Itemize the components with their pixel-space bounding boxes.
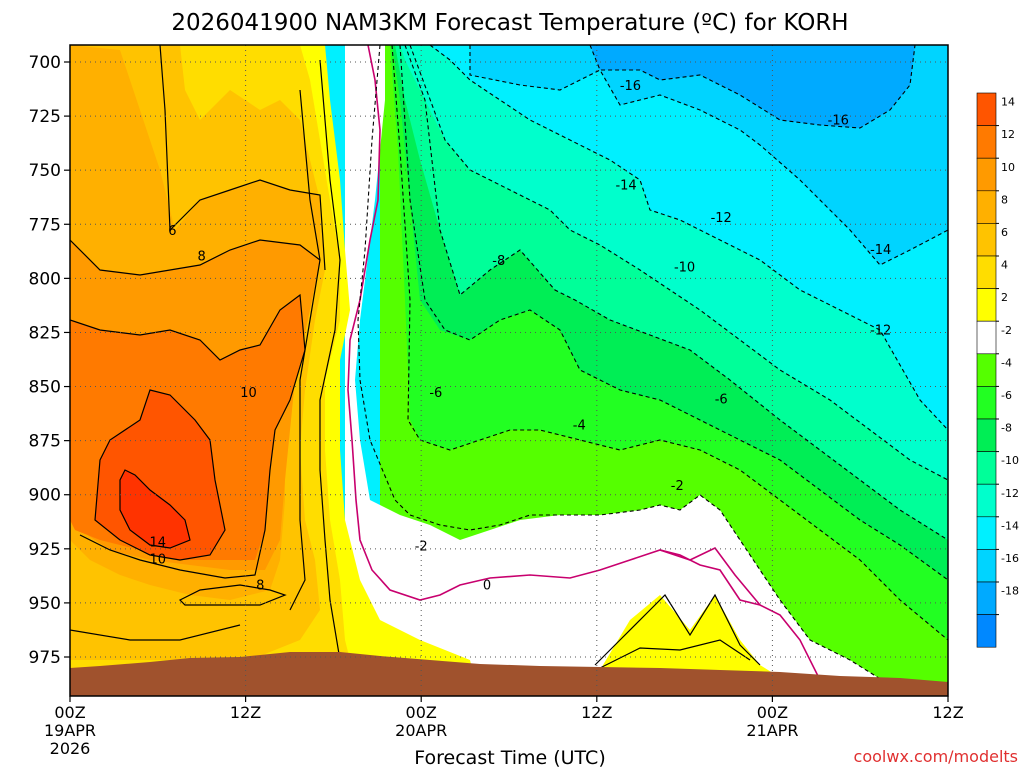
contour-label: -12 (711, 211, 732, 226)
contour-label: -4 (573, 418, 586, 433)
x-tick-label: 12Z (932, 703, 963, 722)
contour-labels: 6 8 10 14 10 8 -16 -16 -14 -12 -14 -8 -10 -12 -6 -6 -4 -2… (150, 79, 892, 687)
colorbar-swatch (976, 451, 997, 485)
colorbar-label: -2 (1001, 324, 1012, 337)
colorbar-label: 2 (1001, 291, 1008, 304)
colorbar-label: 4 (1001, 259, 1008, 272)
y-tick-label: 925 (29, 540, 61, 560)
colorbar-swatch (976, 614, 997, 648)
contour-label: 10 (240, 386, 257, 401)
contour-label: -10 (674, 261, 695, 276)
gridlines (70, 45, 948, 696)
y-tick-label: 800 (29, 269, 61, 289)
x-axis-label: Forecast Time (UTC) (414, 747, 605, 768)
x-tick-label: 12Z (230, 703, 261, 722)
y-tick-label: 950 (29, 594, 61, 614)
x-tick-label: 00Z (54, 703, 85, 722)
x-tick-label: 00Z (406, 703, 437, 722)
contour-label: -16 (828, 113, 849, 128)
colorbar-label: 6 (1001, 226, 1008, 239)
y-tick-label: 825 (29, 323, 61, 343)
colorbar-swatch (976, 483, 997, 518)
x-tick-date: 21APR (746, 721, 798, 740)
y-tick-label: 750 (29, 161, 61, 181)
colorbar-swatch (976, 353, 997, 387)
colorbar-label: -4 (1001, 356, 1012, 369)
colorbar-label: -8 (1001, 422, 1012, 435)
contour-label: -14 (870, 243, 891, 258)
colorbar-swatch (976, 92, 997, 126)
colorbar-label: 12 (1001, 128, 1015, 141)
plot-frame (69, 44, 949, 697)
x-tick-label: 12Z (581, 703, 612, 722)
terrain (70, 652, 948, 696)
x-tick-date: 20APR (395, 721, 447, 740)
x-tick-year: 2026 (50, 739, 91, 758)
contour-label: 8 (198, 250, 206, 265)
contour-label: 14 (150, 535, 167, 550)
contour-label: -14 (615, 178, 636, 193)
colorbar-label: -18 (1001, 585, 1019, 598)
band-near-zero (345, 45, 890, 696)
colorbar-swatch (976, 549, 997, 583)
band-plus-16 (120, 470, 190, 548)
colorbar-swatch (976, 288, 997, 322)
colorbar-label: -16 (1001, 552, 1019, 565)
credit-text: coolwx.com/modelts (854, 747, 1018, 766)
contour-label: 6 (168, 224, 176, 239)
colorbar-label: -6 (1001, 389, 1012, 402)
colorbar: 14 12 10 8 6 4 2 -2 -4 -6 -8 -10 -12 -14 -16 -18 (976, 92, 1019, 648)
colorbar-swatch (976, 386, 997, 420)
colorbar-label: -14 (1001, 519, 1019, 532)
colorbar-swatch (976, 223, 997, 257)
colorbar-swatch (976, 190, 997, 224)
colorbar-label: 10 (1001, 161, 1015, 174)
colorbar-label: 14 (1001, 96, 1015, 109)
contour-label: 8 (256, 579, 264, 594)
x-tick-label: 00Z (757, 703, 788, 722)
colorbar-swatch (976, 125, 997, 159)
colorbar-label: -10 (1001, 454, 1019, 467)
colorbar-label: -12 (1001, 487, 1019, 500)
contour-label: -12 (870, 323, 891, 338)
colorbar-swatch (976, 320, 997, 355)
contour-label: 10 (150, 553, 167, 568)
contour-label: -2 (671, 479, 684, 494)
cold-contours (357, 45, 948, 691)
contour-label: 0 (483, 579, 491, 594)
contour-label: -8 (492, 254, 505, 269)
y-tick-label: 900 (29, 486, 61, 506)
chart-title: 2026041900 NAM3KM Forecast Temperature (… (171, 10, 848, 36)
freezing-contours (347, 45, 821, 681)
band-minus-18 (590, 45, 915, 128)
colorbar-swatch (976, 157, 997, 192)
y-axis: 700 725 750 775 800 825 850 875 900 925 950 975 (29, 53, 70, 668)
contour-label: -6 (429, 386, 442, 401)
temperature-field: 6 8 10 14 10 8 -16 -16 -14 -12 -14 -8 -10 -12 -6 -6 -4 -2… (70, 45, 948, 696)
colorbar-swatch (976, 516, 997, 550)
y-tick-label: 875 (29, 432, 61, 452)
colorbar-swatch (976, 255, 997, 289)
colorbar-label: 8 (1001, 193, 1008, 206)
y-tick-label: 725 (29, 107, 61, 127)
y-tick-label: 975 (29, 648, 61, 668)
contour-label: -16 (620, 79, 641, 94)
warm-contours (70, 45, 761, 669)
x-tick-date: 19APR (44, 721, 96, 740)
y-tick-label: 775 (29, 215, 61, 235)
contour-label: -2 (415, 540, 428, 555)
y-tick-label: 700 (29, 53, 61, 73)
y-tick-label: 850 (29, 378, 61, 398)
colorbar-swatch (976, 581, 997, 615)
contour-label: -6 (715, 393, 728, 408)
colorbar-swatch (976, 418, 997, 452)
